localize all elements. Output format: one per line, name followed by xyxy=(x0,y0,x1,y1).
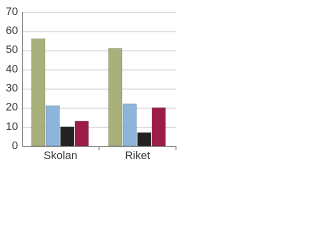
y-tick-label: 20 xyxy=(6,102,18,114)
bar xyxy=(151,107,166,147)
bar xyxy=(60,126,75,147)
x-tick-label: Skolan xyxy=(44,150,78,162)
y-tick-label: 60 xyxy=(6,25,18,37)
y-tick-label: 0 xyxy=(12,140,18,152)
bar xyxy=(137,132,152,147)
x-tick-label: Riket xyxy=(125,150,150,162)
y-tick-label: 10 xyxy=(6,121,18,133)
chart: 0 10 20 30 40 50 60 70 Skolan Riket xyxy=(6,6,177,162)
y-tick-label: 70 xyxy=(6,6,18,18)
bar xyxy=(45,105,60,147)
y-tick-label: 50 xyxy=(6,44,18,56)
bar xyxy=(122,103,137,147)
bar xyxy=(74,120,89,147)
y-tick-label: 30 xyxy=(6,82,18,94)
y-tick-label: 40 xyxy=(6,63,18,75)
bar xyxy=(108,48,123,147)
bar xyxy=(31,38,46,147)
